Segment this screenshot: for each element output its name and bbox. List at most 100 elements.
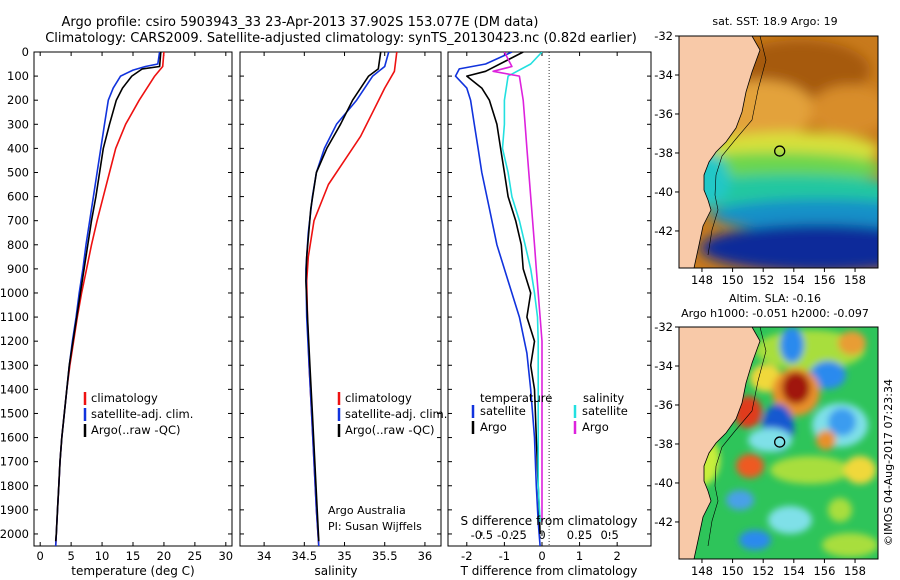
s-tick-label: -0.25: [497, 528, 527, 542]
legend-header-temperature: temperature: [480, 391, 552, 405]
x-tick-label: 0: [538, 549, 545, 563]
map-y-tick-label: -32: [654, 320, 673, 334]
annotation-argo-australia: Argo Australia: [328, 504, 406, 517]
annotation-pi-name: PI: Susan Wijffels: [328, 520, 422, 533]
series-line-argo-raw-qc-: [305, 52, 382, 542]
legend-label-temperature-satellite: satellite: [480, 404, 526, 418]
sla-low-1: [780, 327, 804, 363]
map-y-tick-label: -40: [654, 476, 673, 490]
sla-isobath: [707, 327, 767, 547]
credit-text: ©IMOS 04-Aug-2017 07:23:34: [882, 379, 895, 546]
map-x-tick-label: 156: [813, 564, 835, 578]
sla-high-6: [736, 454, 764, 478]
series-line-satellite-adj-clim-: [54, 52, 161, 546]
sst-map-ticks: 148 150 152 154 156 158 -32 -34 -36 -38 -40 -42: [654, 29, 866, 287]
map-x-tick-label: 156: [813, 273, 835, 287]
map-x-tick-label: 152: [752, 273, 774, 287]
sst-map-frame: [678, 35, 879, 269]
series-line-satellite-adj-clim-: [305, 52, 390, 546]
depth-tick-label: 1000: [0, 286, 29, 300]
sla-map-field: [679, 327, 878, 559]
legend-label-climatology: climatology: [345, 391, 412, 405]
x-tick-label: 1: [576, 549, 583, 563]
x-tick-label: 20: [157, 549, 172, 563]
legend-label-salinity-argo: Argo: [582, 420, 609, 434]
map-y-tick-label: -38: [654, 437, 673, 451]
legend-label-satellite: satellite-adj. clim.: [345, 407, 447, 421]
legend-label-argo: Argo(..raw -QC): [91, 423, 181, 437]
sla-high-1: [838, 331, 866, 355]
sst-profile-marker: [774, 145, 786, 157]
depth-tick-label: 600: [7, 190, 29, 204]
temperature-legend: climatology satellite-adj. clim. Argo(..…: [83, 391, 193, 437]
map-y-tick-label: -36: [654, 398, 673, 412]
series-line-argo-raw-qc-: [54, 52, 162, 542]
map-x-tick-label: 148: [691, 273, 713, 287]
depth-tick-label: 1800: [0, 479, 29, 493]
legend-label-climatology: climatology: [91, 391, 158, 405]
salinity-panel-frame: [239, 51, 442, 547]
sst-isobath: [707, 36, 767, 256]
x-tick-label: -2: [461, 549, 472, 563]
salinity-legend: climatology satellite-adj. clim. Argo(..…: [337, 391, 447, 437]
sla-low-4: [828, 408, 856, 436]
legend-label-temperature-argo: Argo: [480, 420, 507, 434]
difference-panel-frame: [447, 51, 652, 547]
sla-band-3: [828, 498, 852, 522]
series-line-climatology: [305, 52, 398, 546]
map-x-tick-label: 150: [722, 564, 744, 578]
depth-tick-label: 900: [7, 262, 29, 276]
map-x-tick-label: 154: [783, 273, 805, 287]
salinity-xlabel: salinity: [314, 564, 357, 578]
sla-low-3-edge: [748, 428, 792, 452]
map-y-tick-label: -32: [654, 29, 673, 43]
x-tick-label: 2: [614, 549, 621, 563]
sst-cool-blue: [710, 199, 878, 231]
depth-tick-label: 300: [7, 117, 29, 131]
sla-profile-marker: [774, 436, 786, 448]
series-line-salinity-argo: [492, 52, 543, 522]
sla-land-mainland: [679, 327, 761, 559]
map-y-tick-label: -42: [654, 515, 673, 529]
depth-tick-label: 0: [22, 45, 29, 59]
temperature-x-ticks: 0 5 10 15 20 25 30: [37, 52, 233, 563]
x-tick-label: 5: [67, 549, 74, 563]
depth-tick-label: 1900: [0, 503, 29, 517]
sla-low-7: [739, 530, 771, 550]
map-y-tick-label: -38: [654, 146, 673, 160]
sst-map-title: sat. SST: 18.9 Argo: 19: [712, 15, 837, 28]
series-line-salinity-satellite: [501, 52, 543, 522]
map-y-tick-label: -34: [654, 359, 673, 373]
figure-title-line2: Climatology: CARS2009. Satellite-adjuste…: [45, 31, 637, 46]
salinity-x-ticks: 34 34.5 35 35.5 36: [257, 52, 432, 563]
x-tick-label: 10: [95, 549, 110, 563]
map-x-tick-label: 152: [752, 564, 774, 578]
x-tick-label: 25: [188, 549, 203, 563]
sla-map-frame: [678, 326, 879, 560]
x-tick-label: -1: [499, 549, 510, 563]
sla-low-2: [810, 361, 846, 389]
depth-axis: 0 100 200 300 400 500 600 700 800 900 1000 1100 1200…: [0, 45, 651, 541]
depth-tick-label: 800: [7, 238, 29, 252]
depth-tick-label: 400: [7, 141, 29, 155]
depth-tick-label: 100: [7, 69, 29, 83]
map-y-tick-label: -40: [654, 185, 673, 199]
map-y-tick-label: -34: [654, 68, 673, 82]
sla-color-patches: [680, 327, 878, 557]
x-tick-label: 35: [337, 549, 352, 563]
s-tick-label: 0: [538, 528, 545, 542]
difference-legend: temperature salinity satellite Argo sate…: [471, 391, 628, 434]
depth-tick-label: 1600: [0, 431, 29, 445]
legend-label-argo: Argo(..raw -QC): [345, 423, 435, 437]
depth-tick-label: 700: [7, 214, 29, 228]
series-line-temperature-argo: [465, 52, 541, 535]
depth-tick-label: 200: [7, 93, 29, 107]
difference-lines: [454, 52, 543, 546]
legend-label-satellite: satellite-adj. clim.: [91, 407, 193, 421]
x-tick-label: 34: [257, 549, 272, 563]
s-tick-label: 0.25: [567, 528, 593, 542]
figure-title-line1: Argo profile: csiro 5903943_33 23-Apr-20…: [62, 15, 539, 30]
sla-high-5: [816, 430, 836, 450]
map-x-tick-label: 148: [691, 564, 713, 578]
